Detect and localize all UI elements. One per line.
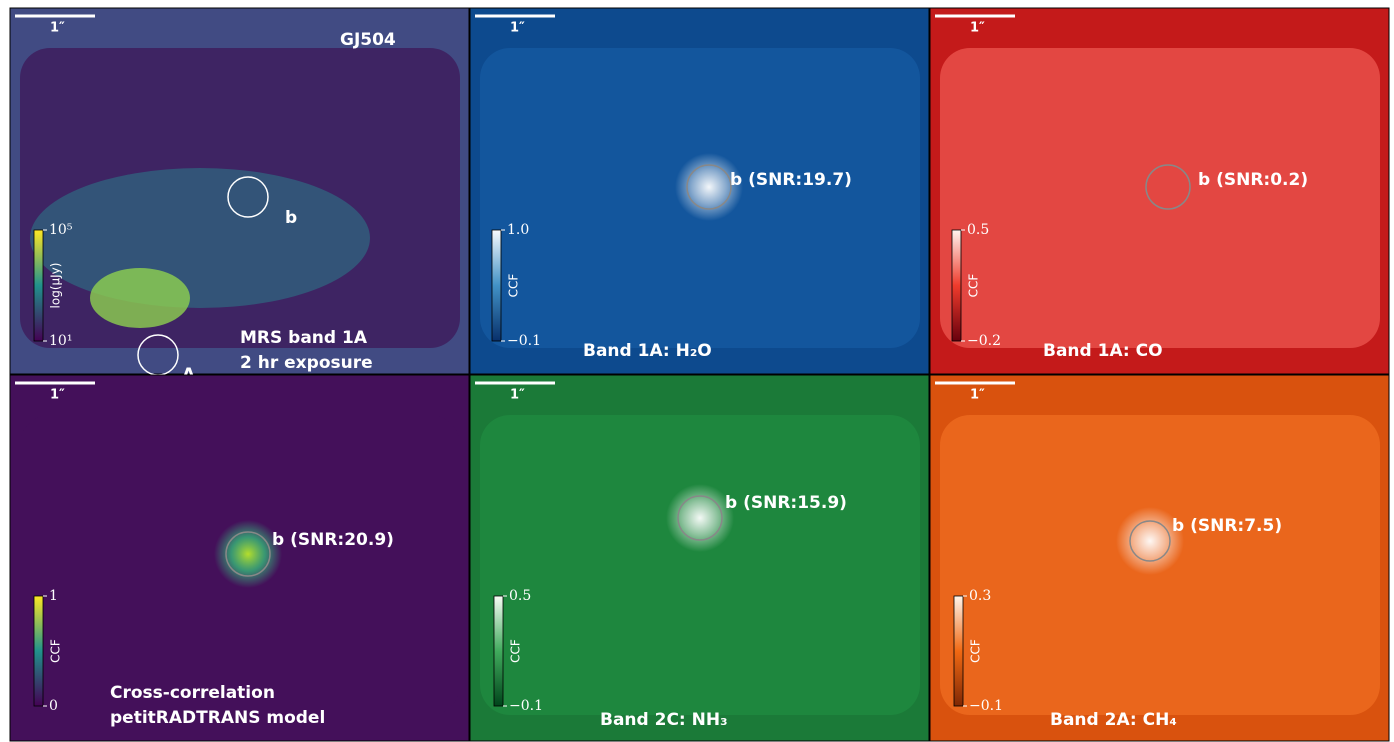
colorbar (953, 595, 964, 707)
planet-signal (675, 153, 743, 221)
panel: 1″ b (SNR:7.5) Band 2A: CH₄ CCF 0.3 −0.1 (929, 374, 1390, 742)
map-area (480, 415, 920, 715)
caption: Cross-correlation (110, 683, 275, 703)
caption: Band 1A: H₂O (583, 341, 712, 361)
emission (90, 268, 190, 328)
scale-label: 1″ (50, 388, 65, 403)
colorbar-tick-label: 0 (49, 698, 58, 714)
marker-label: b (SNR:15.9) (725, 493, 847, 513)
planet-signal (1116, 507, 1184, 575)
colorbar-tick-label: 0.5 (967, 222, 989, 238)
panel-title: GJ504 (340, 30, 396, 50)
colorbar-tick-label: −0.1 (507, 333, 541, 349)
panel: 1″GJ504bAMRS band 1A2 hr exposurelog(μJy… (9, 7, 470, 385)
colorbar (493, 595, 504, 707)
scale-label: 1″ (510, 21, 525, 36)
caption: MRS band 1A (240, 328, 368, 348)
marker-circle (686, 164, 732, 210)
colorbar-label: log(μJy) (49, 263, 63, 309)
colorbar-tick-label: 0.3 (969, 588, 991, 604)
caption: 2 hr exposure (240, 353, 373, 373)
colorbar-label: CCF (49, 639, 63, 663)
scale-label: 1″ (970, 388, 985, 403)
caption: Band 1A: CO (1043, 341, 1163, 361)
marker-circle (225, 531, 271, 577)
map-area (940, 48, 1380, 348)
marker-label: b (285, 208, 297, 228)
colorbar-tick-label: 0.5 (509, 588, 531, 604)
colorbar-label: CCF (509, 639, 523, 663)
marker-label: b (SNR:20.9) (272, 530, 394, 550)
panel: 1″ b (SNR:15.9) Band 2C: NH₃ CCF 0.5 −0.1 (469, 374, 930, 742)
colorbar (951, 229, 962, 342)
emission (30, 168, 370, 308)
colorbar-tick-label: 10⁵ (49, 222, 73, 238)
colorbar (491, 229, 502, 342)
caption: Band 2C: NH₃ (600, 710, 728, 730)
marker-circle (1129, 520, 1171, 562)
panel: 1″ b (SNR:19.7) Band 1A: H₂O CCF 1.0 −0.1 (469, 7, 930, 375)
marker-circle (227, 176, 269, 218)
marker-label: b (SNR:19.7) (730, 170, 852, 190)
panel: 1″ b (SNR:20.9) Cross-correlation petitRADT… (9, 374, 470, 742)
marker-label: b (SNR:7.5) (1172, 516, 1282, 536)
marker-circle (677, 495, 723, 541)
scale-label: 1″ (970, 21, 985, 36)
colorbar-label: CCF (507, 274, 521, 298)
marker-label: b (SNR:0.2) (1198, 170, 1308, 190)
colorbar (33, 229, 44, 342)
scale-label: 1″ (510, 388, 525, 403)
colorbar-tick-label: −0.2 (967, 333, 1001, 349)
colorbar-label: CCF (967, 274, 981, 298)
colorbar-label: CCF (969, 639, 983, 663)
caption: Band 2A: CH₄ (1050, 710, 1177, 730)
caption: petitRADTRANS model (110, 708, 325, 728)
marker-circle (1145, 164, 1191, 210)
colorbar-tick-label: 1.0 (507, 222, 529, 238)
colorbar-tick-label: −0.1 (969, 698, 1003, 714)
scale-label: 1″ (50, 21, 65, 36)
colorbar-tick-label: 10¹ (49, 333, 72, 349)
colorbar (33, 595, 44, 707)
panel: 1″ b (SNR:0.2) Band 1A: CO CCF 0.5 −0.2 (929, 7, 1390, 375)
planet-signal (214, 520, 282, 588)
colorbar-tick-label: −0.1 (509, 698, 543, 714)
colorbar-tick-label: 1 (49, 588, 58, 604)
planet-signal (666, 484, 734, 552)
